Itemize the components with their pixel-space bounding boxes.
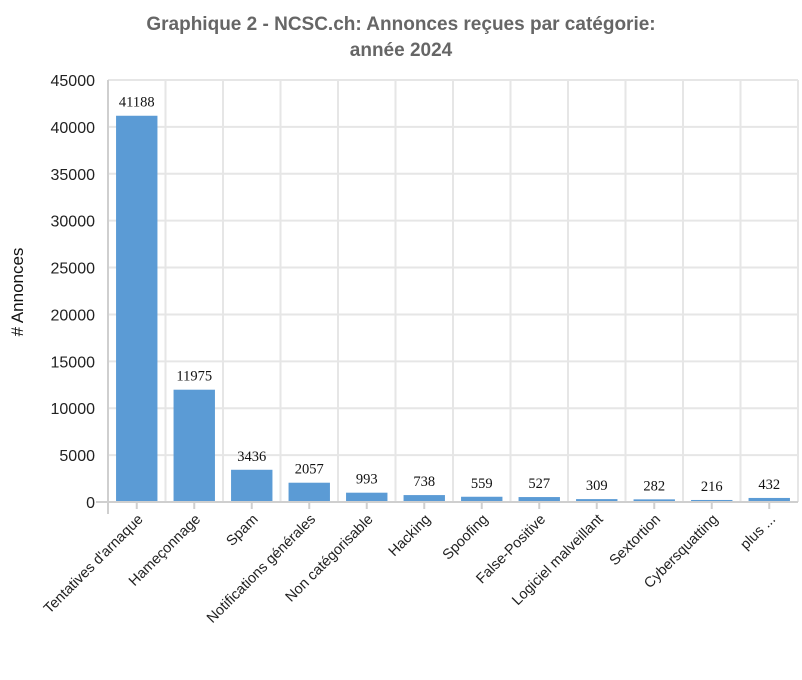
y-tick-label: 35000 bbox=[51, 167, 96, 184]
y-tick-label: 10000 bbox=[51, 401, 96, 418]
bar bbox=[691, 499, 733, 502]
data-label: 309 bbox=[586, 478, 608, 494]
y-tick-label: 15000 bbox=[51, 354, 96, 371]
data-label: 432 bbox=[758, 477, 780, 493]
x-tick-label: Sextortion bbox=[607, 512, 664, 569]
data-label: 2057 bbox=[295, 462, 324, 478]
bar bbox=[346, 492, 388, 502]
data-label: 527 bbox=[528, 476, 550, 492]
x-tick-label: Tentatives d'arnaque bbox=[41, 512, 147, 618]
bar bbox=[173, 389, 215, 502]
x-tick-label: Spam bbox=[223, 512, 261, 550]
y-tick-label: 40000 bbox=[51, 120, 96, 137]
x-tick-label: plus ... bbox=[738, 512, 780, 554]
data-label: 738 bbox=[413, 474, 435, 490]
y-tick-labels: 0 5000 10000 15000 20000 25000 30000 35000 40000… bbox=[51, 73, 96, 512]
bar bbox=[576, 499, 618, 502]
data-label: 216 bbox=[701, 479, 723, 495]
chart-title-line-1: Graphique 2 - NCSC.ch: Annonces reçues p… bbox=[146, 14, 656, 35]
y-tick-label: 30000 bbox=[51, 214, 96, 231]
data-label: 41188 bbox=[119, 95, 155, 111]
bar bbox=[748, 497, 790, 502]
bar bbox=[288, 482, 330, 502]
y-tick-label: 25000 bbox=[51, 261, 96, 278]
data-label: 3436 bbox=[237, 449, 266, 465]
data-label: 11975 bbox=[176, 369, 212, 385]
x-tick-label: Spoofing bbox=[440, 512, 492, 564]
bar bbox=[231, 469, 273, 502]
chart-title-line-2: année 2024 bbox=[349, 40, 453, 61]
bar bbox=[116, 115, 158, 503]
x-tick-label: Hacking bbox=[386, 512, 434, 560]
y-axis-title: # Annonces bbox=[8, 248, 27, 337]
data-label: 993 bbox=[356, 472, 378, 488]
data-labels: 41188 11975 3436 2057 993 738 559 527 309 282 216 4… bbox=[119, 95, 780, 495]
bar bbox=[633, 499, 675, 502]
chart-title: Graphique 2 - NCSC.ch: Annonces reçues p… bbox=[0, 12, 802, 64]
data-label: 282 bbox=[643, 478, 665, 494]
bar bbox=[461, 496, 503, 502]
bar bbox=[403, 495, 445, 502]
axes bbox=[96, 80, 798, 514]
y-tick-label: 0 bbox=[86, 495, 95, 512]
y-tick-label: 45000 bbox=[51, 73, 96, 90]
x-tick-label: Notifications générales bbox=[204, 512, 319, 627]
data-label: 559 bbox=[471, 476, 493, 492]
y-tick-label: 20000 bbox=[51, 307, 96, 324]
bar bbox=[518, 497, 560, 502]
bars bbox=[116, 115, 790, 503]
y-tick-label: 5000 bbox=[59, 448, 95, 465]
